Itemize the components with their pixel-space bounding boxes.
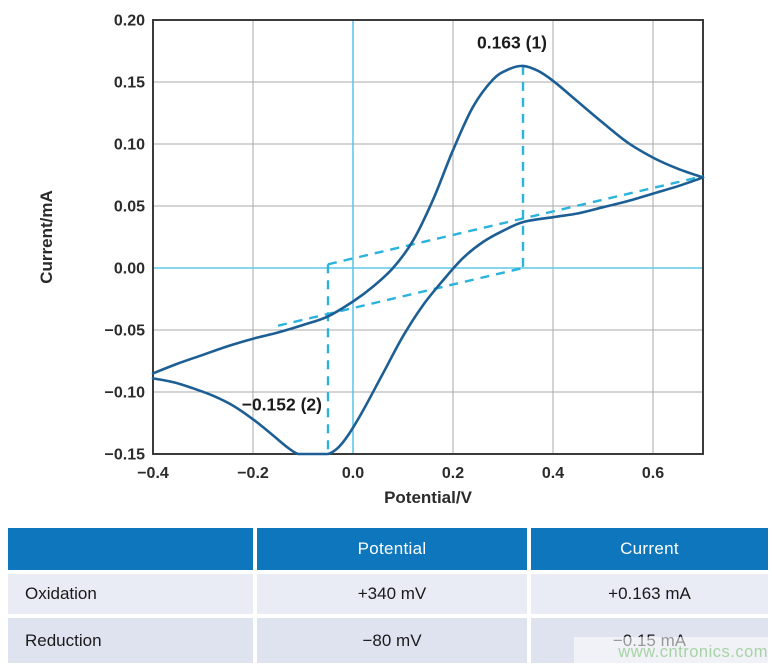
y-tick-label: 0.00 — [114, 261, 145, 278]
y-axis-title: Current/mA — [37, 190, 56, 284]
table-header-cell: Potential — [257, 528, 527, 570]
y-tick-label: 0.10 — [114, 137, 145, 154]
y-tick-label: 0.15 — [114, 75, 145, 92]
x-tick-label: 0.0 — [342, 465, 364, 482]
cv-plot: 0.163 (1) −0.152 (2) 0.20 0.15 0.10 0.05 0.00 −… — [37, 13, 705, 507]
reduction-peak-label: −0.152 (2) — [242, 395, 322, 415]
y-tick-label: 0.20 — [114, 13, 145, 30]
forward-anodic-scan-curve — [151, 64, 705, 375]
table-row-label: Reduction — [8, 618, 253, 663]
y-tick-label: −0.05 — [105, 323, 146, 340]
table-header-cell — [8, 528, 253, 570]
x-axis-title: Potential/V — [384, 488, 473, 507]
x-tick-label: −0.2 — [237, 465, 269, 482]
results-table: Potential Current Oxidation +340 mV +0.163 m… — [8, 528, 768, 663]
y-tick-label: −0.15 — [105, 447, 146, 464]
table-cell-current: +0.163 mA — [531, 574, 768, 614]
y-tick-label: −0.10 — [105, 385, 146, 402]
table-cell-current: −0.15 mA — [531, 618, 768, 663]
x-tick-label: −0.4 — [137, 465, 169, 482]
x-tick-label: 0.4 — [542, 465, 564, 482]
reduction-baseline-dashed — [277, 266, 524, 327]
table-header-cell: Current — [531, 528, 768, 570]
oxidation-baseline-dashed — [327, 175, 704, 266]
reverse-cathodic-scan-curve — [151, 176, 705, 456]
table-cell-potential: −80 mV — [257, 618, 527, 663]
x-tick-label: 0.2 — [442, 465, 464, 482]
y-tick-label: 0.05 — [114, 199, 145, 216]
oxidation-peak-label: 0.163 (1) — [477, 33, 547, 53]
table-cell-potential: +340 mV — [257, 574, 527, 614]
table-row-label: Oxidation — [8, 574, 253, 614]
plot-border — [152, 19, 704, 455]
x-tick-label: 0.6 — [642, 465, 664, 482]
